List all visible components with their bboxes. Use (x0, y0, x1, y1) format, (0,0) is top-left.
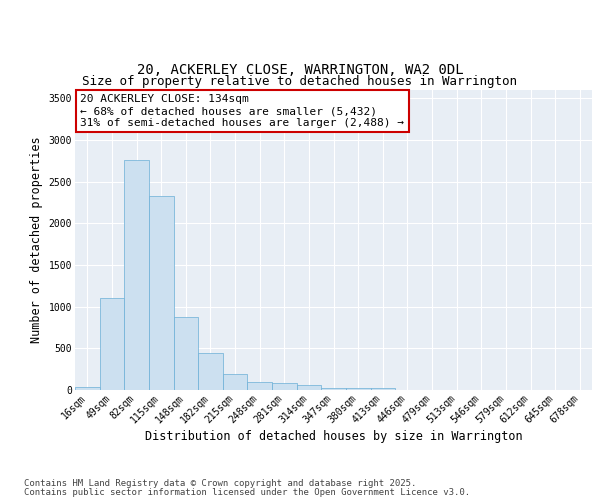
Text: 20, ACKERLEY CLOSE, WARRINGTON, WA2 0DL: 20, ACKERLEY CLOSE, WARRINGTON, WA2 0DL (137, 64, 463, 78)
Bar (173, 316, 198, 390)
Bar (223, 374, 247, 390)
Bar (296, 386, 321, 390)
X-axis label: Distribution of detached houses by size in Warrington: Distribution of detached houses by size … (145, 430, 523, 444)
Bar (198, 354, 223, 390)
Bar (321, 388, 346, 390)
Y-axis label: Number of detached properties: Number of detached properties (30, 136, 43, 344)
Bar (247, 382, 272, 390)
Bar (124, 160, 149, 390)
Text: Contains public sector information licensed under the Open Government Licence v3: Contains public sector information licen… (24, 488, 470, 497)
Text: Contains HM Land Registry data © Crown copyright and database right 2025.: Contains HM Land Registry data © Crown c… (24, 478, 416, 488)
Bar (75, 387, 100, 390)
Bar (149, 196, 173, 390)
Bar (371, 388, 395, 390)
Bar (100, 298, 124, 390)
Text: Size of property relative to detached houses in Warrington: Size of property relative to detached ho… (83, 74, 517, 88)
Bar (272, 384, 296, 390)
Bar (346, 388, 371, 390)
Text: 20 ACKERLEY CLOSE: 134sqm
← 68% of detached houses are smaller (5,432)
31% of se: 20 ACKERLEY CLOSE: 134sqm ← 68% of detac… (80, 94, 404, 128)
